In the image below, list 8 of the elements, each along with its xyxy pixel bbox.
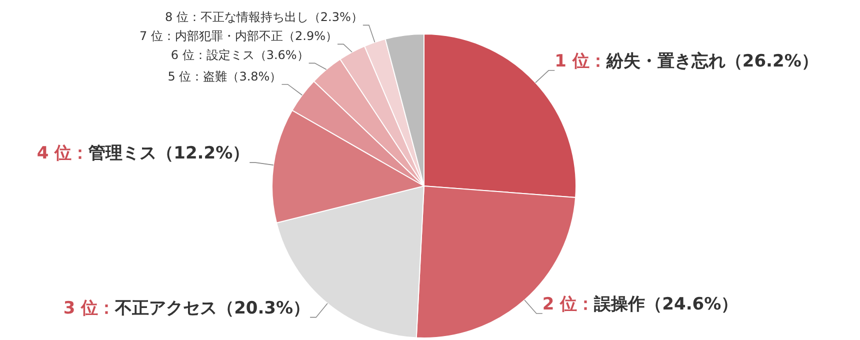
slice-label: 4 位：管理ミス（12.2%） [36,144,250,164]
slice-label: 1 位：紛失・置き忘れ（26.2%） [554,50,818,72]
slice-label: 5 位：盗難（3.8%） [168,69,282,84]
slice-label: 7 位：内部犯罪・内部不正（2.9%） [140,29,338,44]
slice-label: 8 位：不正な情報持ち出し（2.3%） [164,10,363,24]
slice-label: 2 位：誤操作（24.6%） [542,294,738,315]
slice-label: 3 位：不正アクセス（20.3%） [63,298,310,318]
slice-label: 6 位：設定ミス（3.6%） [170,48,309,62]
